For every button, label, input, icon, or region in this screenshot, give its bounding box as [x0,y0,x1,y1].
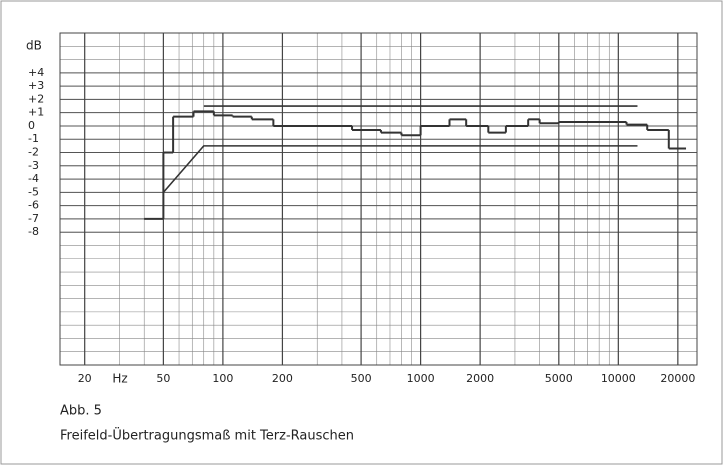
y-tick-label: -4 [28,172,39,185]
x-tick-label: 100 [212,372,233,385]
plot-border [59,32,698,366]
y-tick-label: -1 [28,132,39,145]
y-tick-label: 0 [28,119,35,132]
x-tick-label: 2000 [466,372,494,385]
y-tick-label: +2 [28,92,44,105]
x-unit-label: Hz [112,372,127,386]
x-tick-label: 500 [351,372,372,385]
x-tick-label: 200 [272,372,293,385]
x-tick-label: 50 [156,372,170,385]
x-tick-label: 5000 [545,372,573,385]
x-tick-label: 20000 [660,372,695,385]
y-tick-label: +4 [28,66,44,79]
tolerance-line [162,145,638,193]
x-tick-label: 20 [78,372,92,385]
y-tick-label: -5 [28,185,39,198]
caption: Abb. 5 [60,404,102,419]
y-tick-label: +1 [28,106,44,119]
y-tick-label: -3 [28,159,39,172]
y-tick-label: -6 [28,199,39,212]
caption: Freifeld-Übertragungsmaß mit Terz-Rausch… [60,427,354,444]
y-tick-label: +3 [28,79,44,92]
y-tick-label: -7 [28,212,39,225]
x-tick-label: 10000 [601,372,636,385]
y-tick-label: -8 [28,225,39,238]
x-tick-label: 1000 [407,372,435,385]
y-tick-label: -2 [28,146,39,159]
y-axis-label: dB [26,39,42,53]
